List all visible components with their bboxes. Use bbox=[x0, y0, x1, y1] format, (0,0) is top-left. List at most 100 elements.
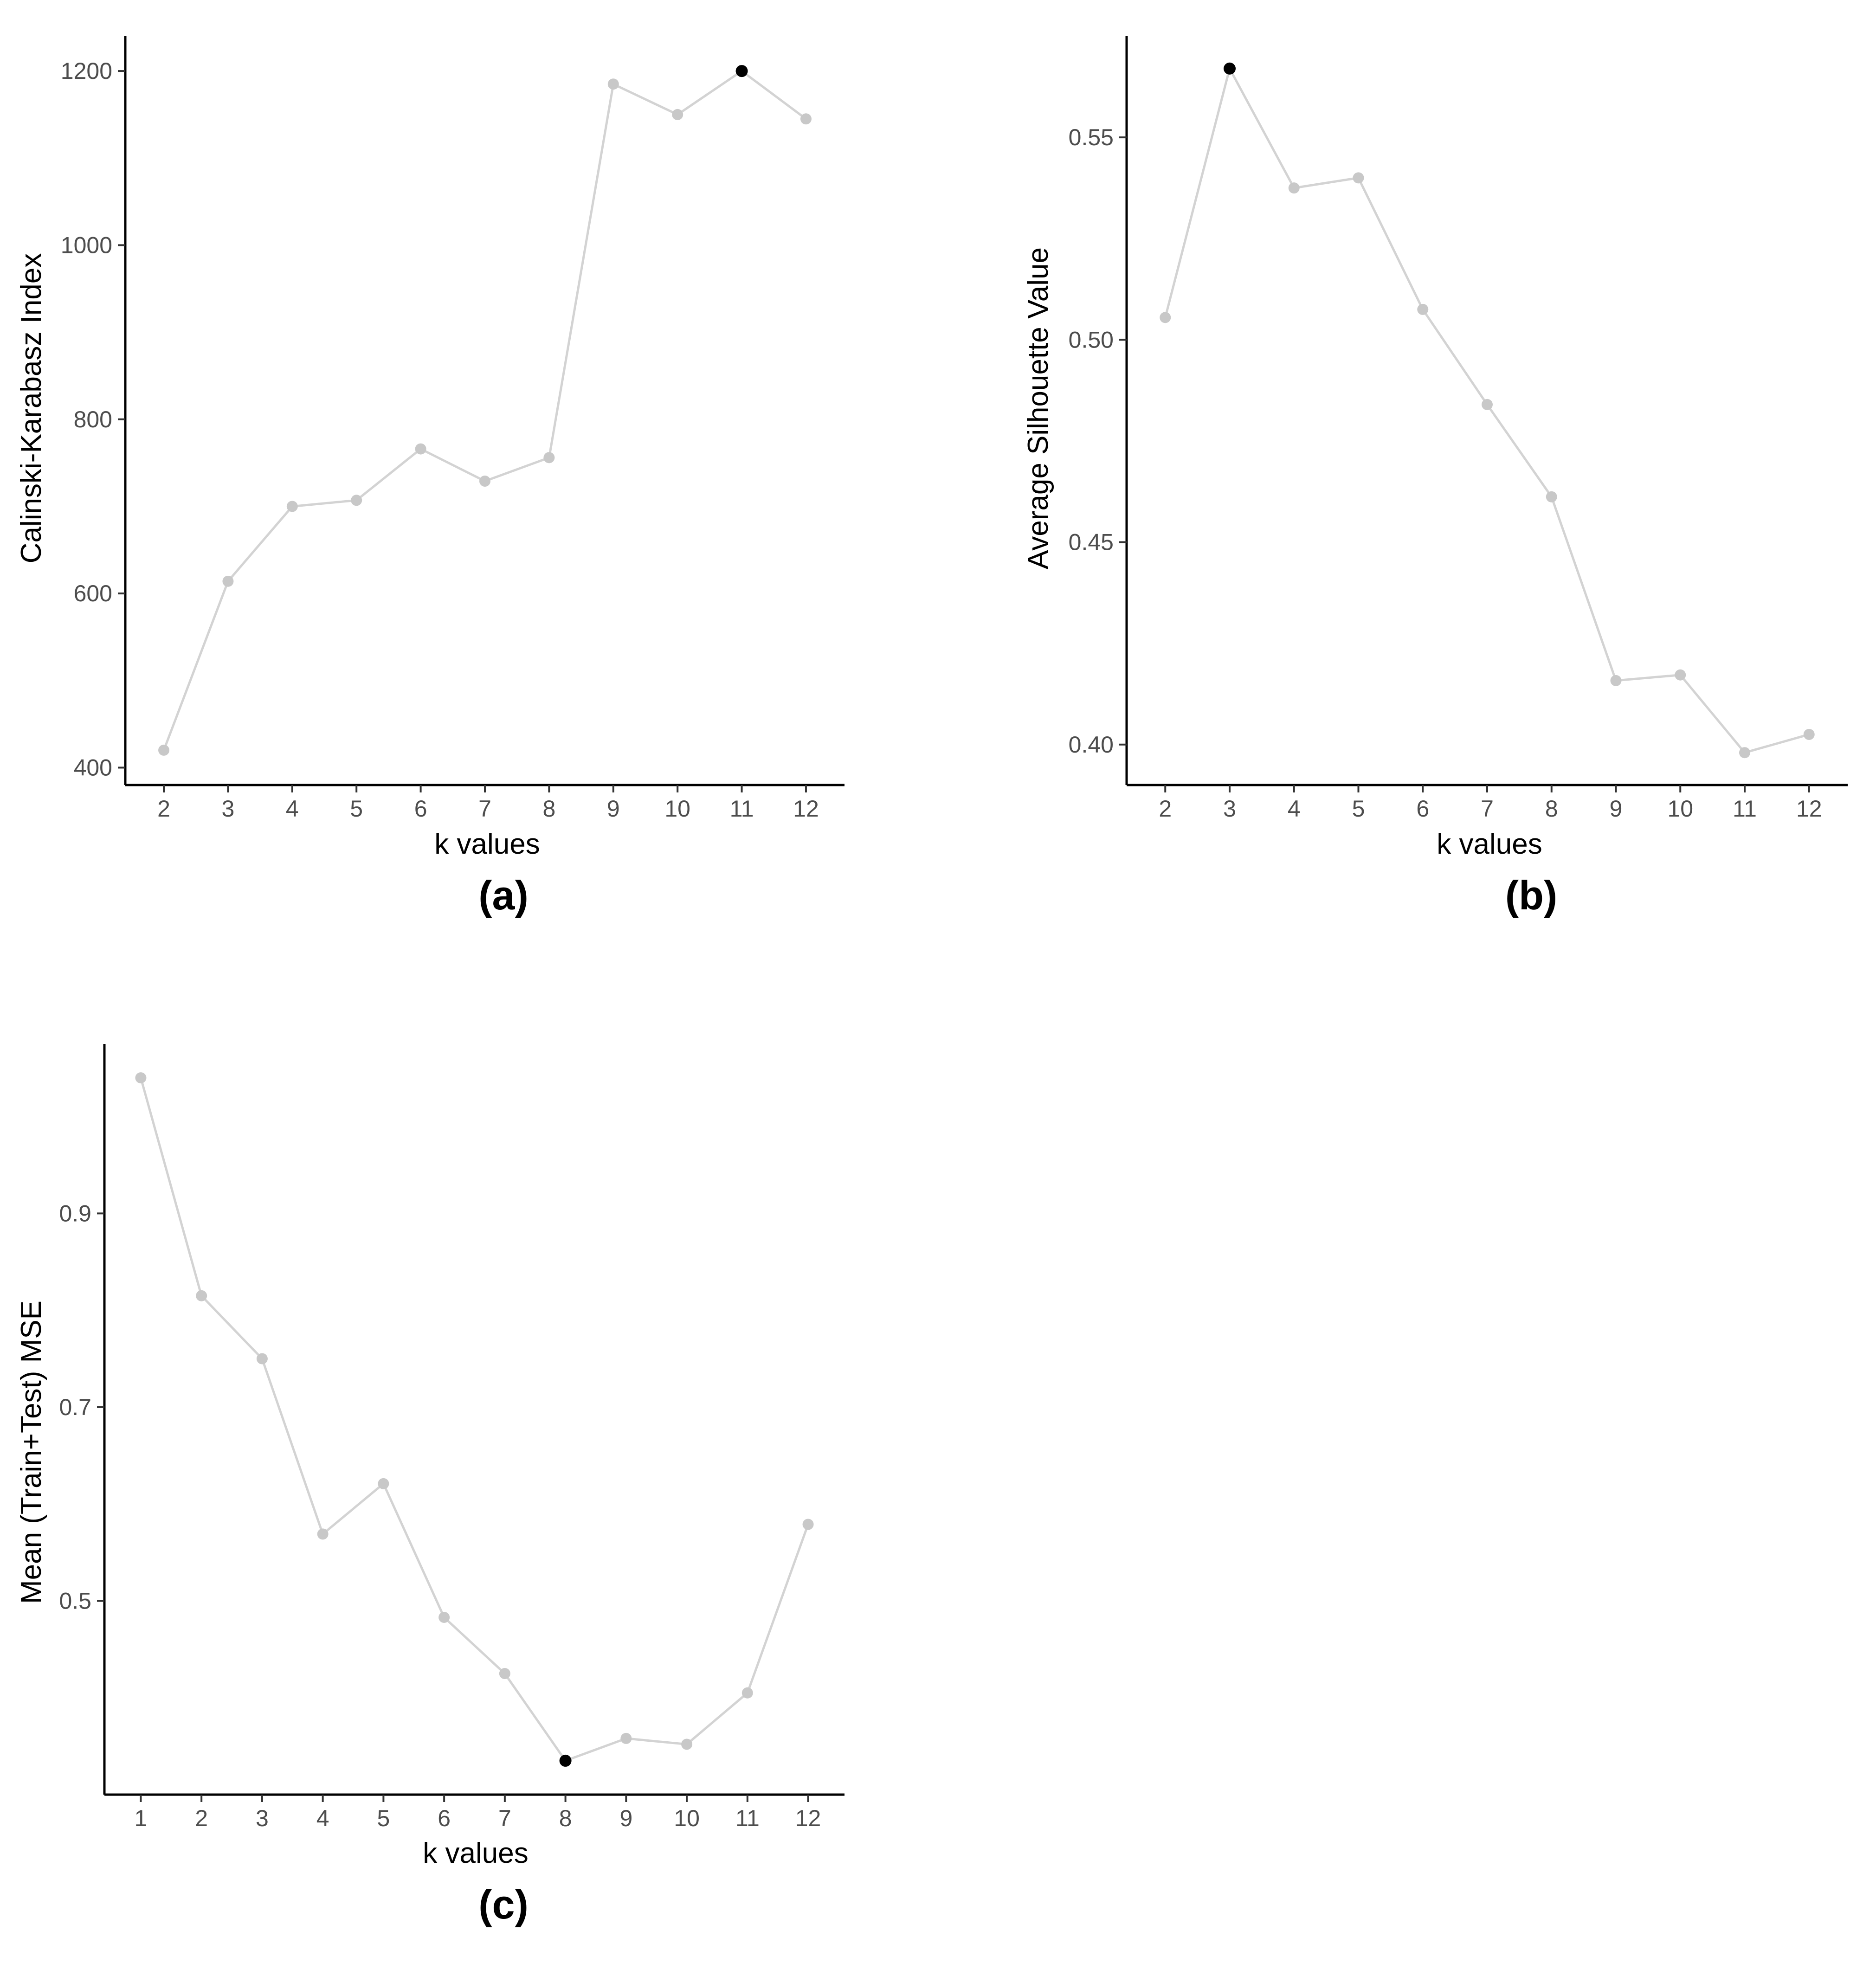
x-tick-label: 9 bbox=[619, 1805, 632, 1831]
panel-b-y-ticks: 0.40 0.45 0.50 0.55 bbox=[1069, 124, 1127, 758]
series-line bbox=[140, 1077, 809, 1762]
data-point bbox=[1160, 312, 1171, 323]
data-point bbox=[135, 1072, 147, 1084]
x-tick-label: 5 bbox=[350, 796, 363, 822]
x-tick-label: 6 bbox=[438, 1805, 451, 1831]
data-point bbox=[158, 744, 170, 756]
data-point bbox=[681, 1738, 693, 1750]
data-point bbox=[800, 113, 812, 125]
data-point bbox=[1739, 747, 1750, 759]
y-tick-label: 0.50 bbox=[1069, 327, 1114, 353]
panel-c-y-axis-title: Mean (Train+Test) MSE bbox=[15, 1300, 47, 1604]
panel-b-x-axis-title: k values bbox=[1437, 828, 1542, 860]
x-tick-label: 4 bbox=[286, 796, 299, 822]
data-point bbox=[499, 1668, 510, 1680]
data-point bbox=[286, 501, 298, 512]
highlight-point bbox=[559, 1754, 572, 1767]
data-point bbox=[741, 1687, 753, 1699]
x-tick-label: 3 bbox=[256, 1805, 269, 1831]
x-tick-label: 12 bbox=[793, 796, 819, 822]
x-tick-label: 7 bbox=[1481, 796, 1494, 822]
panel-a-y-ticks: 400 600 800 1000 1200 bbox=[61, 58, 125, 780]
panel-c-y-ticks: 0.5 0.7 0.9 bbox=[59, 1200, 104, 1614]
data-point bbox=[256, 1353, 268, 1365]
data-point bbox=[1546, 491, 1557, 502]
data-point bbox=[1803, 728, 1815, 740]
x-tick-label: 12 bbox=[1796, 796, 1822, 822]
data-point bbox=[378, 1478, 389, 1489]
data-point bbox=[1610, 675, 1622, 686]
x-tick-label: 10 bbox=[664, 796, 690, 822]
y-tick-label: 400 bbox=[74, 754, 112, 780]
x-tick-label: 6 bbox=[1416, 796, 1429, 822]
data-point bbox=[222, 575, 234, 587]
data-point bbox=[1675, 669, 1686, 681]
panel-c-marks bbox=[135, 1072, 814, 1767]
data-point bbox=[1417, 303, 1429, 315]
y-tick-label: 0.55 bbox=[1069, 124, 1114, 150]
y-tick-label: 1200 bbox=[61, 58, 112, 84]
panel-a-x-axis-title: k values bbox=[434, 828, 540, 860]
data-point bbox=[607, 78, 619, 90]
panel-a-label: (a) bbox=[478, 872, 529, 918]
x-tick-label: 10 bbox=[674, 1805, 700, 1831]
data-point bbox=[672, 109, 683, 120]
x-tick-label: 3 bbox=[1223, 796, 1236, 822]
x-tick-label: 7 bbox=[478, 796, 491, 822]
x-tick-label: 4 bbox=[1288, 796, 1301, 822]
panel-b-y-axis-title: Average Silhouette Value bbox=[1022, 247, 1054, 569]
data-point bbox=[479, 476, 490, 487]
panel-a-x-ticks: 2 3 4 5 6 7 8 9 10 11 12 bbox=[157, 785, 819, 822]
panel-a-chart: 400 600 800 1000 1200 2 3 4 5 6 7 8 9 10 11 12 k value… bbox=[15, 36, 845, 918]
x-tick-label: 6 bbox=[414, 796, 427, 822]
x-tick-label: 2 bbox=[1159, 796, 1172, 822]
data-point bbox=[196, 1290, 207, 1301]
highlight-point bbox=[735, 65, 748, 77]
series-line bbox=[1164, 67, 1810, 754]
x-tick-label: 12 bbox=[795, 1805, 821, 1831]
panel-c-chart: 0.50.70.9 1 2 3 4 5 6 7 8 9 10 11 12 k values Mean … bbox=[15, 1044, 845, 1927]
x-tick-label: 8 bbox=[559, 1805, 572, 1831]
x-tick-label: 5 bbox=[377, 1805, 390, 1831]
panel-c-x-ticks: 1 2 3 4 5 6 7 8 9 10 11 12 bbox=[135, 1795, 821, 1831]
x-tick-label: 10 bbox=[1667, 796, 1693, 822]
data-point bbox=[438, 1611, 450, 1623]
data-point bbox=[1353, 172, 1364, 184]
x-tick-label: 2 bbox=[157, 796, 170, 822]
panel-b-label: (b) bbox=[1505, 872, 1557, 918]
x-tick-label: 1 bbox=[135, 1805, 148, 1831]
x-tick-label: 11 bbox=[730, 796, 754, 822]
y-tick-label: 600 bbox=[74, 580, 112, 606]
x-tick-label: 9 bbox=[607, 796, 620, 822]
data-point bbox=[802, 1519, 814, 1530]
y-tick-label: 0.5 bbox=[59, 1588, 91, 1614]
panel-b-x-ticks: 2 3 4 5 6 7 8 9 10 11 12 bbox=[1159, 785, 1822, 822]
data-point bbox=[1482, 399, 1493, 410]
y-tick-label: 0.40 bbox=[1069, 732, 1114, 758]
y-tick-label: 0.45 bbox=[1069, 529, 1114, 555]
y-tick-label: 0.7 bbox=[59, 1394, 91, 1420]
panel-c-x-axis-title: k values bbox=[423, 1837, 528, 1869]
x-tick-label: 11 bbox=[1733, 796, 1757, 822]
panel-b-chart: 0.40 0.45 0.50 0.55 2 3 4 5 6 7 8 9 10 11 12 k values… bbox=[1022, 36, 1848, 918]
x-tick-label: 8 bbox=[542, 796, 555, 822]
x-tick-label: 2 bbox=[195, 1805, 208, 1831]
x-tick-label: 9 bbox=[1610, 796, 1623, 822]
data-point bbox=[1288, 182, 1300, 194]
x-tick-label: 5 bbox=[1352, 796, 1365, 822]
y-tick-label: 800 bbox=[74, 406, 112, 432]
x-tick-label: 4 bbox=[316, 1805, 329, 1831]
data-point bbox=[620, 1732, 632, 1744]
panel-a-y-axis-title: Calinski-Karabasz Index bbox=[15, 253, 47, 564]
panel-a-marks bbox=[158, 65, 812, 756]
x-tick-label: 7 bbox=[498, 1805, 511, 1831]
highlight-point bbox=[1224, 62, 1236, 75]
data-point bbox=[317, 1528, 329, 1540]
panel-b-marks bbox=[1160, 62, 1815, 759]
data-point bbox=[543, 452, 555, 464]
series-line bbox=[162, 70, 807, 751]
x-tick-label: 11 bbox=[735, 1805, 760, 1831]
x-tick-label: 8 bbox=[1545, 796, 1558, 822]
data-point bbox=[415, 443, 426, 455]
